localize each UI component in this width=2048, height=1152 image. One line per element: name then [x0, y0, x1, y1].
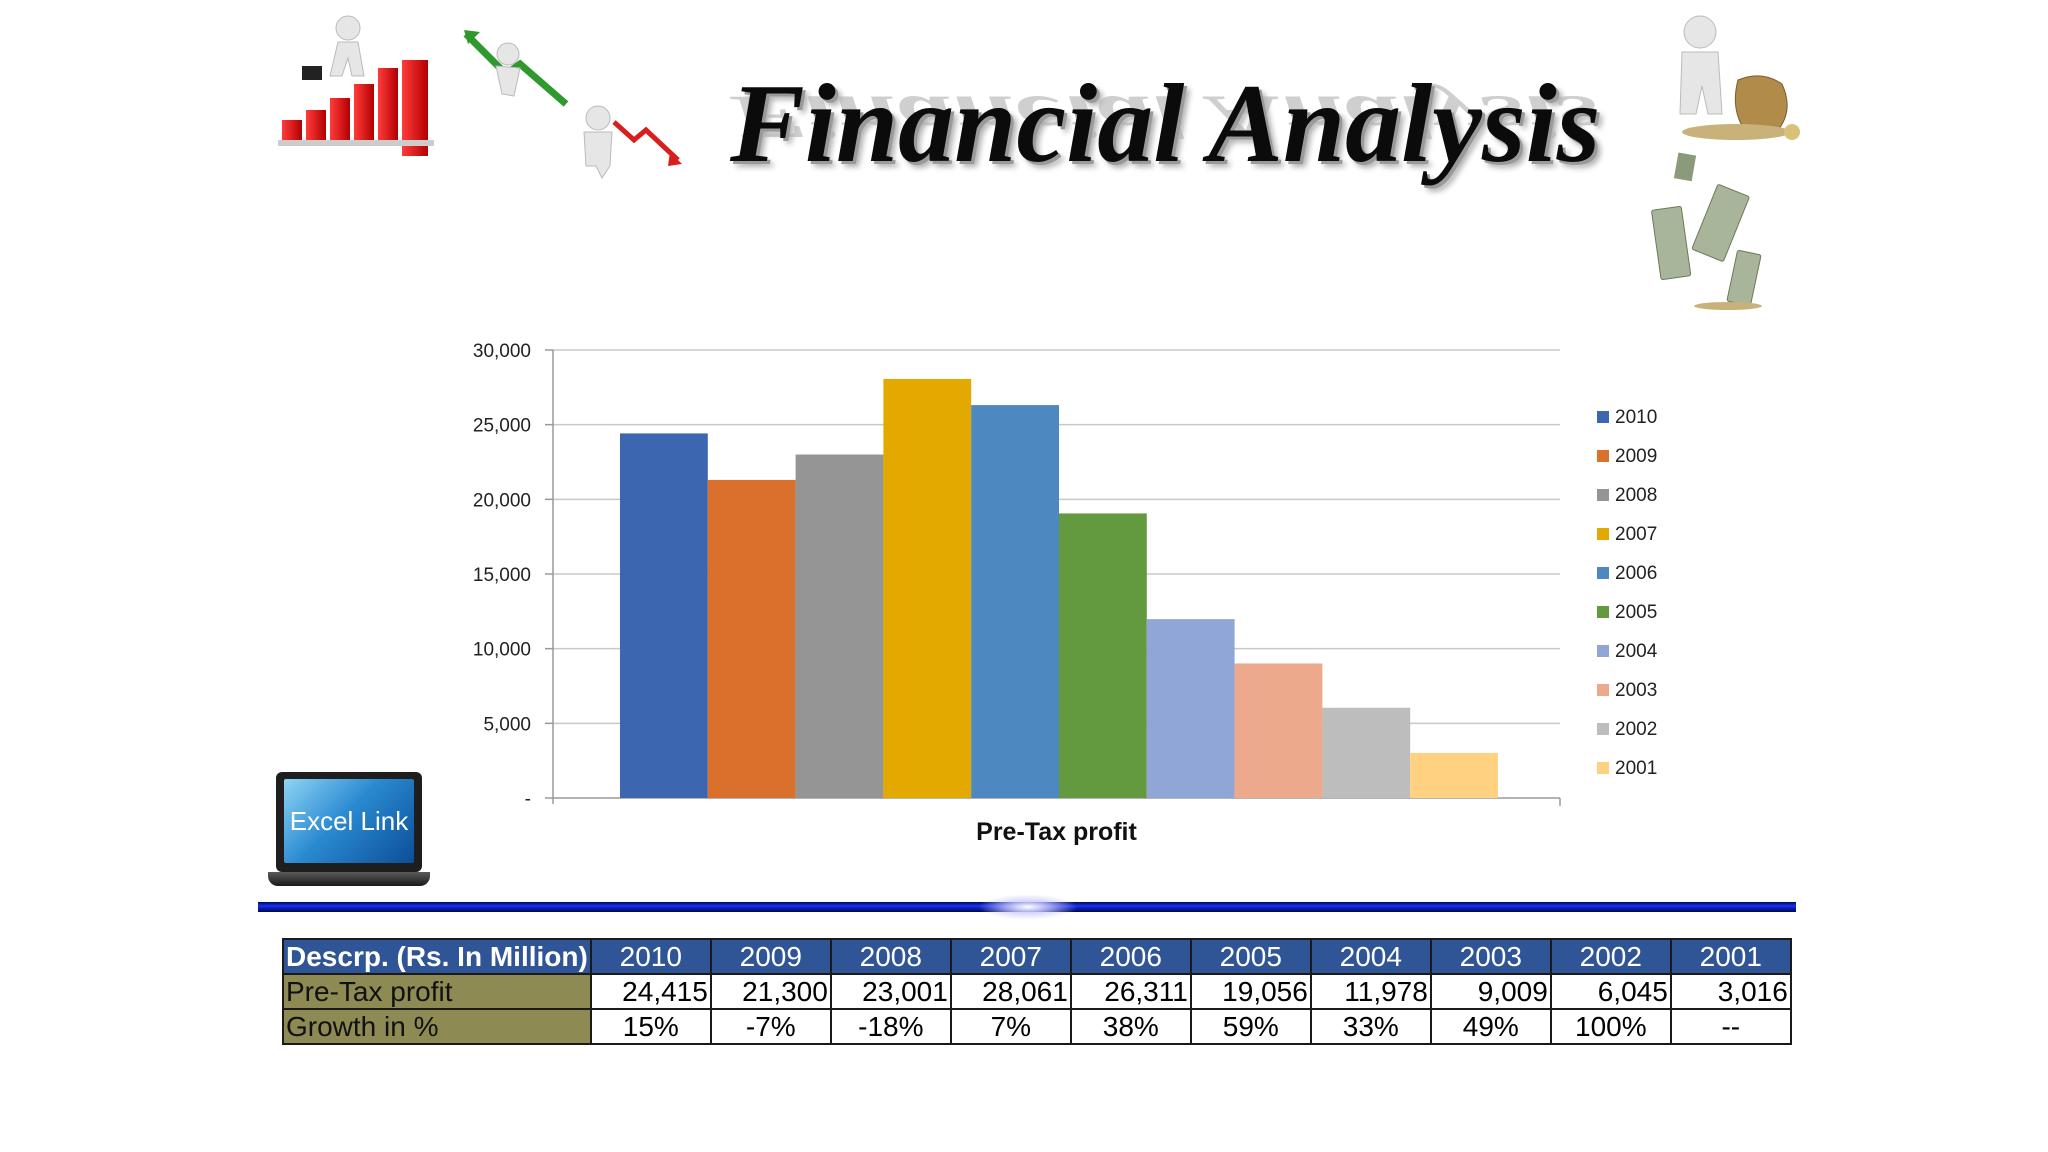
legend-swatch-2001 [1597, 762, 1609, 774]
divider [258, 894, 1796, 920]
legend-label-2003: 2003 [1615, 680, 1657, 701]
table-cell: 24,415 [589, 973, 712, 1010]
y-tick-label: 20,000 [473, 490, 531, 511]
excel-link-label: Excel Link [284, 779, 414, 863]
legend-swatch-2005 [1597, 606, 1609, 618]
table-cell: 28,061 [949, 973, 1072, 1010]
table-cell: 6,045 [1549, 973, 1672, 1010]
page-title: Financial Analysis [730, 62, 1601, 186]
money-bag-person-icon [1679, 15, 1800, 140]
legend-label-2001: 2001 [1615, 758, 1657, 779]
y-tick-label: 10,000 [473, 640, 531, 661]
table-cell: -18% [829, 1008, 952, 1045]
legend-label-2007: 2007 [1615, 524, 1657, 545]
table-cell: 15% [589, 1008, 712, 1045]
table-cell: 3,016 [1669, 973, 1792, 1010]
row-label: Growth in % [282, 1008, 592, 1045]
table-cell: 100% [1549, 1008, 1672, 1045]
table-header-year: 2002 [1549, 938, 1672, 975]
table-header-year: 2005 [1189, 938, 1312, 975]
pre-tax-profit-table: Descrp. (Rs. In Million) 2010 2009 2008 … [282, 938, 1792, 1045]
growth-chart-person-icon [278, 15, 434, 156]
table-header-year: 2004 [1309, 938, 1432, 975]
legend-swatch-2002 [1597, 723, 1609, 735]
bar-2001 [1410, 752, 1498, 798]
decline-chart-person-icon [583, 105, 682, 179]
excel-link-button[interactable]: Excel Link [268, 772, 432, 890]
legend-swatch-2003 [1597, 684, 1609, 696]
y-tick-label: 30,000 [473, 341, 531, 362]
legend-swatch-2006 [1597, 567, 1609, 579]
bar-2007 [883, 378, 972, 798]
table-header-year: 2010 [589, 938, 712, 975]
legend-label-2005: 2005 [1615, 602, 1657, 623]
bar-2005 [1059, 513, 1147, 798]
table-header-year: 2008 [829, 938, 952, 975]
x-axis-label: Pre-Tax profit [976, 818, 1137, 846]
table-cell: -- [1669, 1008, 1792, 1045]
legend-swatch-2010 [1597, 411, 1609, 423]
table-header-description: Descrp. (Rs. In Million) [282, 938, 592, 975]
y-tick-label: 25,000 [473, 416, 531, 437]
row-label: Pre-Tax profit [282, 973, 592, 1010]
table-row-growth: Growth in % 15% -7% -18% 7% 38% 59% 33% … [282, 1008, 1792, 1045]
y-tick-label: 15,000 [473, 565, 531, 586]
table-cell: 59% [1189, 1008, 1312, 1045]
falling-arrow-person-icon [463, 30, 569, 107]
legend-label-2004: 2004 [1615, 641, 1658, 662]
legend-label-2008: 2008 [1615, 485, 1657, 506]
table-header-year: 2009 [709, 938, 832, 975]
table-header-row: Descrp. (Rs. In Million) 2010 2009 2008 … [282, 938, 1792, 975]
table-cell: 23,001 [829, 973, 952, 1010]
legend-label-2009: 2009 [1615, 446, 1657, 467]
divider-glow [978, 894, 1078, 920]
bar-2002 [1322, 707, 1411, 798]
table-header-year: 2001 [1669, 938, 1792, 975]
table-cell: -7% [709, 1008, 832, 1045]
y-tick-label: 5,000 [483, 714, 531, 735]
bar-2003 [1234, 663, 1323, 798]
legend-label-2006: 2006 [1615, 563, 1657, 584]
legend-swatch-2008 [1597, 489, 1609, 501]
bar-2008 [795, 454, 884, 798]
table-cell: 9,009 [1429, 973, 1552, 1010]
laptop-icon: Excel Link [276, 772, 422, 872]
table-cell: 33% [1309, 1008, 1432, 1045]
legend-swatch-2009 [1597, 450, 1609, 462]
table-cell: 26,311 [1069, 973, 1192, 1010]
table-cell: 38% [1069, 1008, 1192, 1045]
pre-tax-profit-chart: - 5,000 10,000 15,000 20,000 25,000 30,000 Pre-… [473, 341, 1658, 846]
legend-swatch-2007 [1597, 528, 1609, 540]
legend-label-2002: 2002 [1615, 719, 1657, 740]
legend-label-2010: 2010 [1615, 407, 1657, 428]
table-cell: 11,978 [1309, 973, 1432, 1010]
bar-2004 [1146, 619, 1235, 798]
table-header-year: 2006 [1069, 938, 1192, 975]
title-block: Financial Analysis Financial Analysis [730, 60, 1600, 220]
laptop-base [268, 872, 430, 886]
table-header-year: 2007 [949, 938, 1072, 975]
bar-2010 [620, 433, 708, 798]
y-tick-label: - [525, 789, 531, 810]
table-cell: 49% [1429, 1008, 1552, 1045]
table-header-year: 2003 [1429, 938, 1552, 975]
table-row-pre-tax-profit: Pre-Tax profit 24,415 21,300 23,001 28,0… [282, 973, 1792, 1010]
table-cell: 19,056 [1189, 973, 1312, 1010]
bar-2009 [707, 479, 796, 798]
table-cell: 7% [949, 1008, 1072, 1045]
legend-swatch-2004 [1597, 645, 1609, 657]
table-cell: 21,300 [709, 973, 832, 1010]
falling-money-icon [1651, 152, 1762, 310]
bar-2006 [971, 405, 1059, 798]
